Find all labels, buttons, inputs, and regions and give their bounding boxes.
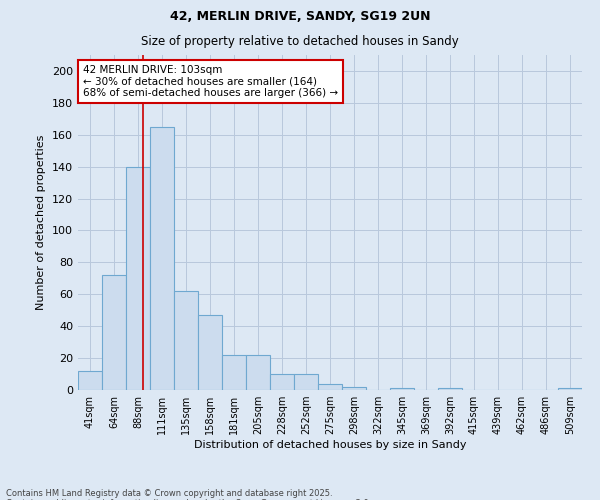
Bar [78, 371, 102, 390]
Bar [438, 388, 462, 390]
Bar [102, 275, 126, 390]
Bar [246, 355, 270, 390]
Text: Contains public sector information licensed under the Open Government Licence v3: Contains public sector information licen… [6, 498, 371, 500]
Bar [294, 374, 318, 390]
Text: 42, MERLIN DRIVE, SANDY, SG19 2UN: 42, MERLIN DRIVE, SANDY, SG19 2UN [170, 10, 430, 23]
Bar [150, 127, 174, 390]
Text: 42 MERLIN DRIVE: 103sqm
← 30% of detached houses are smaller (164)
68% of semi-d: 42 MERLIN DRIVE: 103sqm ← 30% of detache… [83, 65, 338, 98]
Text: Size of property relative to detached houses in Sandy: Size of property relative to detached ho… [141, 35, 459, 48]
Bar [318, 384, 342, 390]
Bar [270, 374, 294, 390]
Bar [558, 388, 582, 390]
Bar [126, 166, 150, 390]
Bar [198, 315, 222, 390]
Bar [222, 355, 246, 390]
Bar [390, 388, 414, 390]
X-axis label: Distribution of detached houses by size in Sandy: Distribution of detached houses by size … [194, 440, 466, 450]
Y-axis label: Number of detached properties: Number of detached properties [37, 135, 46, 310]
Text: Contains HM Land Registry data © Crown copyright and database right 2025.: Contains HM Land Registry data © Crown c… [6, 488, 332, 498]
Bar [342, 387, 366, 390]
Bar [174, 291, 198, 390]
